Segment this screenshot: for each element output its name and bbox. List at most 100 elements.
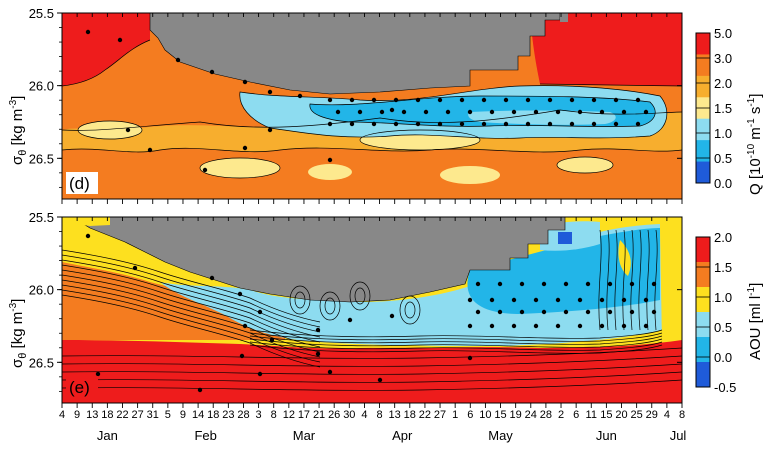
x-date-label: 10 <box>479 409 491 421</box>
sample-point <box>257 371 263 377</box>
sample-point <box>467 109 473 115</box>
sample-point <box>237 291 243 297</box>
sample-point <box>459 121 465 127</box>
contour-line <box>654 229 658 331</box>
x-axis-month-labels: Jan Feb Mar Apr May Jun Jul <box>97 428 687 443</box>
y-tick-label: 26.5 <box>29 355 54 370</box>
colorbar-tick-label: 5.0 <box>714 26 732 41</box>
contour-line <box>606 229 610 331</box>
colorbar-swatch <box>696 362 710 388</box>
panel-e-frame <box>61 216 683 404</box>
sample-point <box>423 109 429 115</box>
x-date-label: 18 <box>404 409 416 421</box>
x-date-label: 1 <box>452 409 458 421</box>
x-date-label: 27 <box>434 409 446 421</box>
x-date-label: 6 <box>573 409 579 421</box>
x-date-label: 11 <box>586 409 597 421</box>
x-date-label: 4 <box>361 409 367 421</box>
sample-point <box>327 157 333 163</box>
sample-point <box>481 97 487 103</box>
y-tick-label: 25.5 <box>29 210 54 225</box>
sample-point <box>315 327 321 333</box>
contour-line <box>62 284 321 358</box>
colorbar-tick-label: 1.5 <box>714 260 732 275</box>
sample-point <box>651 309 657 315</box>
sample-point <box>437 121 443 127</box>
sample-point <box>547 97 553 103</box>
sample-point <box>202 167 208 173</box>
sample-point <box>591 121 597 127</box>
sample-point <box>577 297 583 303</box>
x-date-label: 4 <box>664 409 670 421</box>
sample-point <box>643 109 649 115</box>
x-date-label: 14 <box>192 409 204 421</box>
sample-point <box>327 121 333 127</box>
panel-e-y-ticks: 25.5 26.0 26.5 <box>29 210 682 392</box>
contour-line <box>62 254 321 328</box>
contour-line <box>319 291 341 321</box>
sample-point <box>569 121 575 127</box>
sample-point <box>297 93 303 99</box>
sample-point <box>242 145 248 151</box>
y-tick-label: 26.0 <box>29 283 54 298</box>
x-date-label: 8 <box>376 409 382 421</box>
sample-point <box>533 323 539 329</box>
sample-point <box>371 97 377 103</box>
sample-point <box>379 109 385 115</box>
sample-point <box>519 309 525 315</box>
contour-line <box>598 229 602 331</box>
panel-e-label: (e) <box>69 378 90 397</box>
x-month-label: Mar <box>293 428 316 443</box>
contour-line <box>404 301 416 319</box>
colorbar-tick-label: 1.0 <box>714 126 732 141</box>
sample-point <box>599 109 605 115</box>
x-month-label: Apr <box>392 428 413 443</box>
sample-point <box>607 281 613 287</box>
x-date-label: 20 <box>615 409 627 421</box>
sample-point <box>497 309 503 315</box>
contour-line <box>62 249 321 323</box>
sample-point <box>643 323 649 329</box>
sample-point <box>327 97 333 103</box>
sample-point <box>541 309 547 315</box>
sample-point <box>197 387 203 393</box>
contour-line <box>62 279 321 353</box>
colorbar-tick-label: -0.5 <box>714 380 736 395</box>
sample-point <box>511 323 517 329</box>
y-tick-label: 26.0 <box>29 79 54 94</box>
panel-e-colorbar: 2.0 1.5 1.0 0.5 0.0 -0.5 <box>695 230 736 395</box>
sample-point <box>621 297 627 303</box>
x-date-label: 22 <box>419 409 431 421</box>
panel-d: 25.5 26.0 26.5 (d) σθ [kg m-3] 5.0 3.0 2.0 1.… <box>8 6 764 204</box>
contour-line <box>638 229 642 331</box>
colorbar-tick-label: 1.0 <box>714 290 732 305</box>
contour-line <box>646 229 650 331</box>
contour-line <box>294 291 306 309</box>
colorbar-swatch <box>696 262 710 288</box>
y-tick-label: 25.5 <box>29 6 54 21</box>
x-date-label: 2 <box>558 409 564 421</box>
contour-line <box>62 294 321 368</box>
x-date-label: 28 <box>540 409 552 421</box>
x-date-label: 5 <box>165 409 171 421</box>
panel-e-colorbar-label: AOU [ml l-1] <box>746 283 764 360</box>
sample-point <box>503 121 509 127</box>
sample-point <box>503 97 509 103</box>
sample-point <box>132 265 138 271</box>
sample-point <box>555 109 561 115</box>
x-date-label: 29 <box>646 409 658 421</box>
contour-line <box>289 285 311 315</box>
colorbar-tick-label: 0.0 <box>714 176 732 191</box>
sample-point <box>393 121 399 127</box>
sample-point <box>497 281 503 287</box>
sample-point <box>651 281 657 287</box>
sample-point <box>357 109 363 115</box>
x-date-label: 27 <box>131 409 143 421</box>
panel-e-field <box>62 217 682 403</box>
x-date-label: 8 <box>679 409 685 421</box>
x-date-label: 18 <box>101 409 113 421</box>
panel-d-field <box>62 13 682 199</box>
x-date-label: 26 <box>328 409 340 421</box>
sample-point <box>555 323 561 329</box>
